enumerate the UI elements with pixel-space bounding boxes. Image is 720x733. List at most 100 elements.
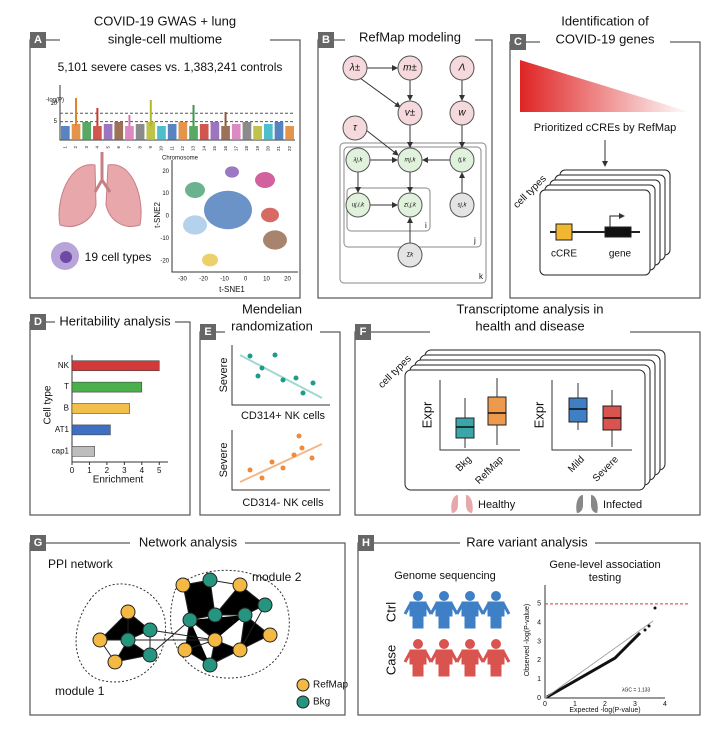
legend-label: RefMap	[313, 680, 348, 691]
graph-node	[397, 242, 423, 268]
node-label: λj,k	[353, 158, 364, 164]
snp-cluster	[178, 122, 188, 140]
cell-cluster	[261, 207, 279, 223]
legend-label: Bkg	[313, 697, 330, 708]
person-body	[481, 649, 511, 677]
node-label: uj,i,k	[352, 203, 365, 209]
plate-label: j	[473, 236, 476, 245]
cell-types-label: 19 cell types	[85, 250, 152, 264]
panel-title: Mendelian	[242, 301, 302, 316]
y-axis-label: Expr	[419, 401, 434, 428]
network-label: PPI network	[48, 557, 114, 571]
y-tick-label: 5	[54, 119, 58, 125]
x-tick-label: 0	[543, 701, 547, 708]
people-icons	[403, 591, 511, 677]
graph-node	[397, 100, 423, 126]
y-tick-label: -20	[160, 258, 169, 264]
person-head	[413, 639, 423, 649]
person-body	[403, 649, 433, 677]
x-tick-label: 5	[157, 466, 162, 475]
snp-cluster	[242, 122, 252, 140]
node-label: zi,j,k	[403, 203, 417, 209]
bar	[71, 381, 143, 393]
x-axis-label: Chromosome	[162, 156, 199, 162]
subtitle: 5,101 severe cases vs. 1,383,241 control…	[58, 60, 283, 74]
panel-label: E	[204, 326, 211, 338]
x-tick-label: -10	[220, 277, 229, 283]
snp-cluster	[231, 124, 241, 140]
cell-cluster	[255, 172, 275, 188]
panel-title: Identification of	[561, 13, 649, 28]
person-head	[465, 639, 475, 649]
graph-node	[345, 147, 371, 173]
graph-node	[449, 55, 475, 81]
graph-node	[397, 192, 423, 218]
chromosome-label: 18	[244, 146, 249, 152]
x-tick-label: -20	[199, 277, 208, 283]
ccre-label: cCRE	[551, 249, 577, 260]
snp-cluster	[263, 124, 273, 140]
bar	[71, 360, 160, 371]
graph-node	[342, 115, 368, 141]
panel-title: single-cell multiome	[108, 31, 222, 46]
snp-cluster	[253, 126, 262, 140]
lung-illustration	[51, 152, 142, 270]
qq-points	[546, 631, 642, 699]
person-head	[465, 591, 475, 601]
panel-title: randomization	[231, 318, 313, 333]
graph-node	[345, 192, 371, 218]
panel-title: COVID-19 genes	[556, 31, 655, 46]
bar-chart: 0 1 2 3 4 5 NK T B AT1 cap1	[52, 355, 168, 475]
panel-label: A	[34, 34, 42, 46]
y-axis-label: Observed -log(P-value)	[524, 604, 531, 676]
cell-cluster	[263, 230, 287, 250]
x-axis-label: CD314- NK cells	[242, 497, 324, 509]
bar	[71, 446, 95, 457]
chromosome-label: 15	[212, 146, 217, 152]
bar	[71, 403, 130, 414]
mr-scatter	[231, 345, 330, 491]
snp-cluster	[71, 124, 81, 140]
x-axis-label: t-SNE1	[219, 285, 245, 294]
cell-cluster	[185, 182, 205, 198]
snp-cluster	[135, 124, 145, 140]
y-tick-label: 5	[537, 601, 541, 608]
y-tick-label: 0	[166, 214, 170, 220]
graph-nodes: λ± m± Λτ v± w λj,k mj,k tj,k uj,i,k zi,j,k sj,k Σk	[342, 55, 475, 268]
chromosome-label: 8	[137, 146, 142, 149]
snp-cluster	[274, 122, 284, 140]
chromosome-label: 2	[73, 146, 78, 149]
y-tick-label: 2	[537, 657, 541, 664]
graph-node	[397, 147, 423, 173]
x-tick-label: 1	[87, 466, 92, 475]
y-tick-label: 4	[537, 620, 541, 627]
x-tick-label: 4	[140, 466, 145, 475]
x-tick-label: 2	[105, 466, 110, 475]
panel-title: COVID-19 GWAS + lung	[94, 13, 236, 28]
healthy-label: Healthy	[478, 499, 516, 511]
tsne-plot: -30 -20 -10 0 10 20 -20 -10 0 10 20	[160, 160, 298, 283]
chromosome-label: 6	[116, 146, 121, 149]
panel-title: Network analysis	[139, 534, 238, 549]
x-tick-label: 10	[263, 277, 270, 283]
panel-title: RefMap modeling	[359, 29, 461, 44]
y-tick-label: T	[64, 382, 69, 391]
graph-node	[449, 147, 475, 173]
y-axis-label: Severe	[218, 443, 230, 478]
y-tick-label: -10	[160, 236, 169, 242]
chromosome-label: 20	[265, 146, 270, 152]
x-tick-label: 4	[663, 701, 667, 708]
node-label: v±	[405, 108, 416, 119]
y-tick-label: 10	[50, 101, 57, 107]
group-label: Ctrl	[383, 602, 398, 622]
snp-cluster	[103, 124, 113, 140]
axis	[544, 585, 665, 699]
qq-title: Gene-level association	[549, 559, 660, 571]
panel-label: F	[360, 326, 367, 338]
plate-label: i	[425, 221, 427, 230]
cell-type-cards	[539, 169, 671, 276]
person-body	[403, 601, 433, 629]
y-tick-label: B	[64, 404, 69, 413]
bar	[71, 424, 111, 436]
